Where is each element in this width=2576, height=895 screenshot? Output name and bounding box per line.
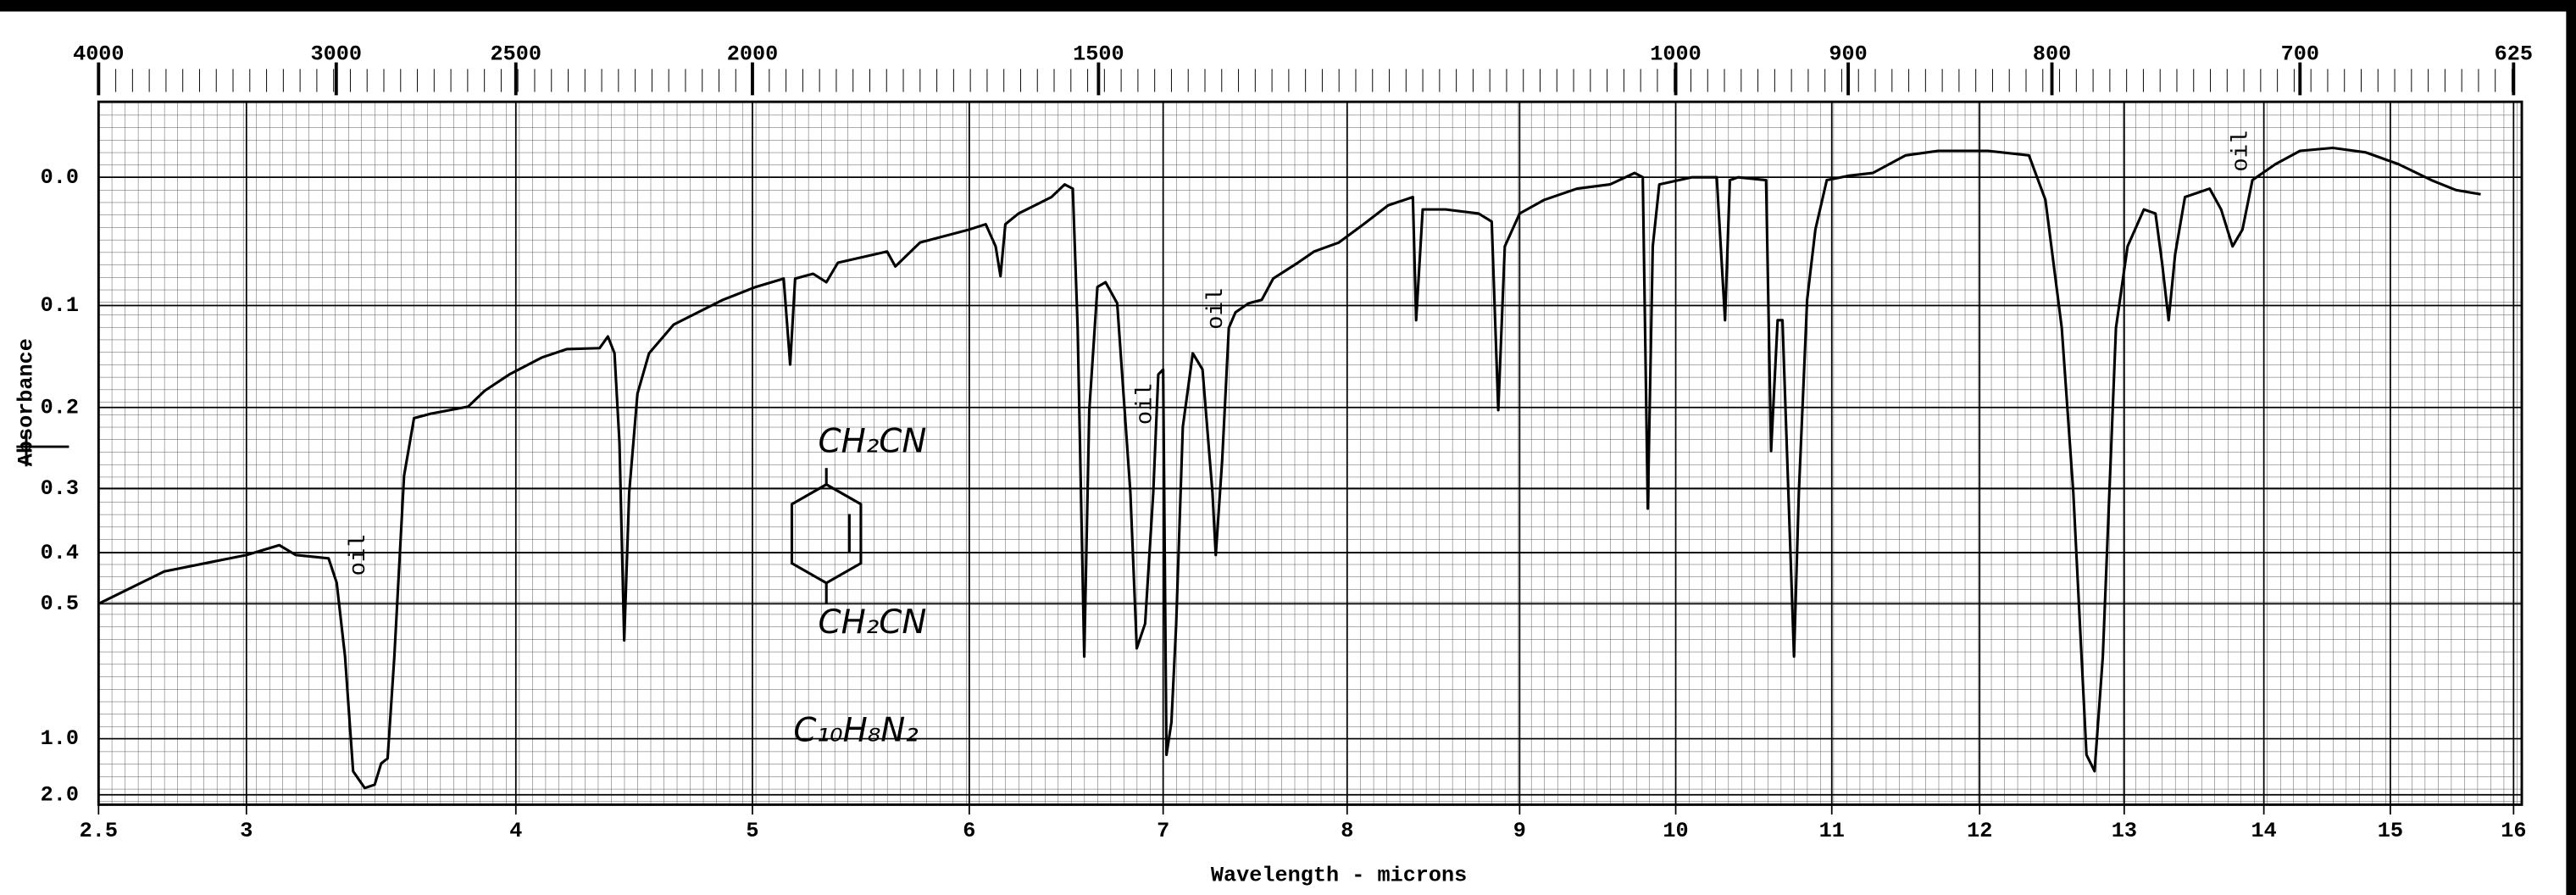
x-tick-label: 15 [2378, 819, 2403, 843]
benzene-structure [790, 468, 863, 605]
x-tick-label: 13 [2112, 819, 2137, 843]
annotation: oil [1203, 288, 1230, 330]
x-tick-label: 6 [963, 819, 975, 843]
x-tick-label: 16 [2501, 819, 2526, 843]
minor-grid-v [98, 102, 2523, 805]
annotation: C₁₀H₈N₂ [793, 712, 918, 750]
x2-tick-label: 2500 [491, 42, 541, 67]
x-tick-label: 5 [746, 819, 758, 843]
x-axis-title: Wavelength - microns [1211, 863, 1467, 887]
top-scale-ticks [98, 69, 2523, 92]
x-tick-label: 12 [1967, 819, 1992, 843]
y-tick-label: 0.4 [41, 541, 79, 565]
x2-tick-label: 1500 [1073, 42, 1124, 67]
annotation: CH₂CN [819, 423, 927, 461]
annotation: oil [1132, 383, 1158, 425]
x2-tick-label: 2000 [727, 42, 778, 67]
x2-tick-label: 900 [1829, 42, 1867, 67]
x-tick-label: 9 [1513, 819, 1526, 843]
scan-edge-top [0, 0, 2576, 12]
spectrum-line [97, 146, 2481, 790]
x2-tick-label: 800 [2033, 42, 2071, 67]
x2-tick-label: 625 [2495, 42, 2533, 67]
y-tick-label: 0.5 [41, 592, 79, 616]
y-axis-title: Absorbance [14, 338, 39, 466]
x2-tick-label: 700 [2281, 42, 2319, 67]
x-tick-label: 11 [1819, 819, 1845, 843]
annotation: oil [346, 534, 372, 575]
x-tick-label: 4 [509, 819, 522, 843]
x2-tick-label: 3000 [311, 42, 362, 67]
scan-edge-right [2566, 0, 2576, 895]
y-tick-label: 0.1 [41, 293, 79, 318]
y-tick-label: 2.0 [41, 782, 79, 807]
annotation: CH₂CN [819, 603, 927, 642]
x-tick-label: 14 [2251, 819, 2277, 843]
x-tick-label: 10 [1663, 819, 1688, 843]
annotation: oil [2229, 131, 2255, 172]
y-tick-label: 0.0 [41, 165, 79, 190]
x-tick-label: 7 [1157, 819, 1169, 843]
x2-tick-label: 4000 [73, 42, 124, 67]
y-tick-label: 0.3 [41, 476, 79, 501]
x-tick-label: 8 [1341, 819, 1353, 843]
y-tick-label: 1.0 [41, 726, 79, 751]
x-tick-label: 3 [240, 819, 253, 843]
x-tick-label: 2.5 [80, 819, 118, 843]
x2-tick-label: 1000 [1650, 42, 1701, 67]
y-tick-label: 0.2 [41, 395, 79, 420]
